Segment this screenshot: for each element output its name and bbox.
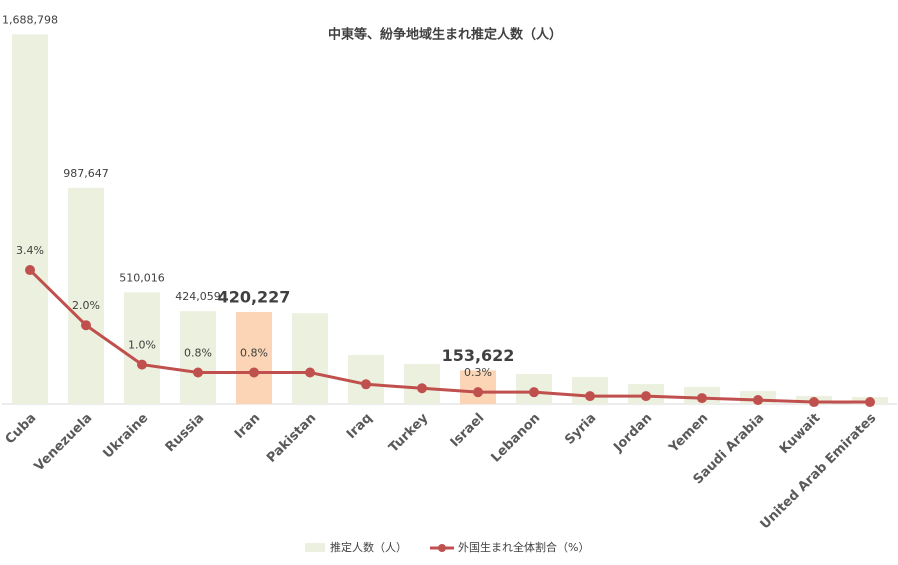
- bar: [236, 312, 272, 404]
- line-point: [809, 397, 819, 408]
- line-value-label: 3.4%: [16, 244, 44, 257]
- bar-value-label: 510,016: [119, 271, 165, 284]
- bar-value-label: 424,059: [175, 290, 221, 303]
- bar: [124, 292, 160, 404]
- x-tick-label: Yemen: [666, 411, 712, 457]
- line-value-label: 2.0%: [72, 299, 100, 312]
- line-value-label: 0.8%: [240, 346, 268, 359]
- line: [28, 268, 870, 404]
- x-tick-label: Israel: [448, 411, 488, 451]
- line-point: [193, 367, 203, 378]
- x-tick-label: Jordan: [610, 411, 655, 456]
- line-value-label: 0.8%: [184, 346, 212, 359]
- x-tick-label: Lebanon: [488, 411, 543, 466]
- legend-label: 推定人数（人）: [330, 540, 407, 554]
- bar-value-label: 153,622: [442, 346, 515, 365]
- line-value-label: 1.0%: [128, 339, 156, 352]
- line-point: [585, 391, 595, 402]
- x-tick-label: Pakistan: [264, 411, 319, 466]
- x-tick-label: Turkey: [386, 410, 431, 455]
- bar-value-label: 420,227: [218, 288, 291, 307]
- line-point: [473, 387, 483, 398]
- legend-label: 外国生まれ全体割合（%）: [458, 540, 589, 554]
- line-point: [361, 379, 371, 390]
- bar: [180, 311, 216, 404]
- line-point: [137, 359, 147, 370]
- line-point: [81, 320, 91, 331]
- line-value-label: 0.3%: [464, 366, 492, 379]
- line-point: [753, 395, 763, 406]
- line-point: [305, 367, 315, 378]
- x-tick-label: Russia: [163, 411, 208, 456]
- chart-title: 中東等、紛争地域生まれ推定人数（人）: [328, 27, 562, 43]
- bar-value-label: 1,688,798: [2, 13, 58, 26]
- line-point: [697, 393, 707, 404]
- bar: [292, 313, 328, 404]
- line-point: [865, 397, 875, 408]
- line-point: [417, 383, 427, 394]
- legend-swatch: [305, 543, 325, 552]
- x-tick-label: United Arab Emirates: [758, 411, 880, 533]
- line-point: [641, 391, 651, 402]
- bar: [12, 34, 48, 404]
- line-point: [25, 265, 35, 276]
- line-point: [529, 387, 539, 398]
- legend-swatch: [438, 544, 446, 552]
- x-tick-label: Venezuela: [32, 411, 96, 475]
- line-point: [249, 367, 259, 378]
- x-tick-label: Iraq: [344, 411, 375, 442]
- x-tick-label: Kuwait: [777, 411, 823, 457]
- x-tick-label: Syria: [562, 411, 599, 448]
- bar-value-label: 987,647: [63, 167, 109, 180]
- bar: [68, 187, 104, 404]
- x-tick-label: Cuba: [3, 411, 40, 448]
- x-tick-label: Iran: [232, 411, 263, 442]
- x-tick-label: Ukraine: [100, 411, 151, 462]
